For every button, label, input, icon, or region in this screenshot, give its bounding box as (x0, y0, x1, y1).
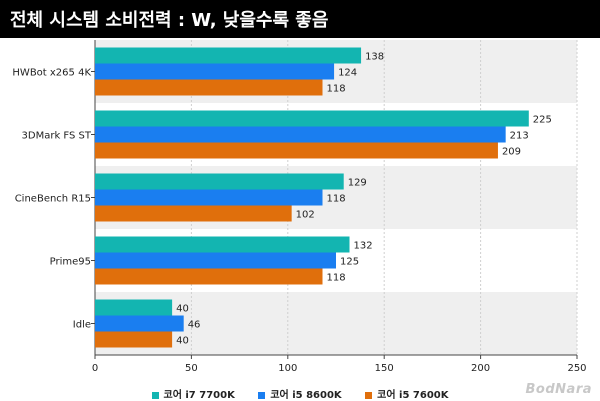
bar (95, 189, 323, 206)
bar-value-label: 225 (533, 115, 552, 126)
bar (95, 299, 173, 316)
bar (95, 268, 323, 285)
bodnara-logo: BodNara (525, 382, 592, 397)
x-tick-label: 200 (471, 363, 490, 374)
bar (95, 173, 344, 190)
bar (95, 47, 362, 64)
bar (95, 236, 350, 253)
legend-label-i7-7700k: 코어 i7 7700K (163, 390, 235, 401)
x-tick-label: 0 (92, 363, 98, 374)
bar (95, 205, 292, 222)
x-tick-label: 100 (278, 363, 297, 374)
legend-item-i5-8600k: 코어 i5 8600K (258, 386, 342, 401)
legend-label-i5-7600k: 코어 i5 7600K (377, 390, 449, 401)
bar-value-label: 124 (338, 68, 357, 79)
bar-value-label: 102 (296, 210, 315, 221)
bar-value-label: 118 (327, 194, 346, 205)
x-tick-label: 150 (375, 363, 394, 374)
legend-item-i7-7700k: 코어 i7 7700K (151, 386, 235, 401)
bar-value-label: 118 (327, 273, 346, 284)
bar-value-label: 40 (176, 304, 189, 315)
chart-title: 전체 시스템 소비전력 : W, 낮을수록 좋음 (10, 10, 329, 31)
legend-item-i5-7600k: 코어 i5 7600K (365, 386, 449, 401)
bar-value-label: 132 (353, 241, 372, 252)
legend-label-i5-8600k: 코어 i5 8600K (270, 390, 342, 401)
bar (95, 315, 184, 332)
bar (95, 331, 173, 348)
bar (95, 79, 323, 96)
bar (95, 252, 336, 269)
legend-swatch-i5-7600k (365, 391, 373, 399)
bar-value-label: 118 (327, 84, 346, 95)
legend-swatch-i7-7700k (151, 391, 159, 399)
bar-value-label: 213 (510, 131, 529, 142)
title-bar: 전체 시스템 소비전력 : W, 낮을수록 좋음 (0, 0, 600, 38)
legend: 코어 i7 7700K 코어 i5 8600K 코어 i5 7600K (0, 386, 600, 401)
bar-value-label: 125 (340, 257, 359, 268)
category-label: Idle (73, 320, 91, 331)
x-tick-label: 50 (185, 363, 198, 374)
bar-value-label: 209 (502, 147, 521, 158)
bar-value-label: 40 (176, 336, 189, 347)
category-label: HWBot x265 4K (12, 68, 91, 79)
bar (95, 110, 529, 127)
bar (95, 126, 506, 143)
category-label: Prime95 (50, 257, 91, 268)
category-label: CineBench R15 (15, 194, 91, 205)
bar-value-label: 138 (365, 52, 384, 63)
bar-value-label: 46 (188, 320, 201, 331)
bar-value-label: 129 (348, 178, 367, 189)
bar (95, 63, 335, 80)
category-label: 3DMark FS ST (22, 131, 92, 142)
legend-swatch-i5-8600k (258, 391, 266, 399)
bar (95, 142, 498, 159)
x-tick-label: 250 (567, 363, 586, 374)
